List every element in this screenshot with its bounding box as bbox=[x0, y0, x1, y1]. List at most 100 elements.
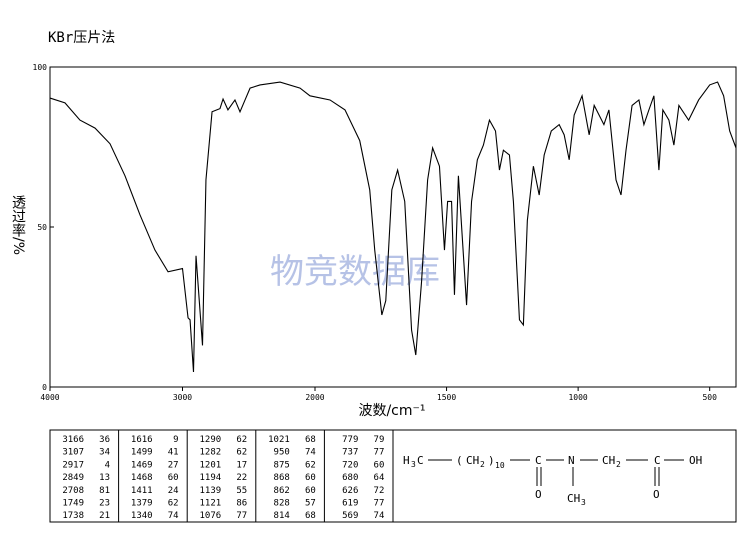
peak-wavenumber: 1340 bbox=[131, 511, 153, 521]
peak-wavenumber: 1076 bbox=[200, 511, 222, 521]
peak-wavenumber: 1194 bbox=[200, 473, 222, 483]
peak-wavenumber: 2849 bbox=[62, 473, 84, 483]
peak-transmittance: 23 bbox=[99, 499, 110, 509]
peak-transmittance: 17 bbox=[236, 460, 247, 470]
x-tick-label: 1500 bbox=[437, 393, 456, 402]
plot-frame bbox=[49, 66, 737, 388]
peak-wavenumber: 569 bbox=[342, 511, 358, 521]
subscript: 3 bbox=[581, 498, 586, 507]
subscript: 10 bbox=[495, 461, 505, 470]
peak-wavenumber: 1499 bbox=[131, 448, 153, 458]
peak-wavenumber: 950 bbox=[274, 448, 290, 458]
peak-wavenumber: 1411 bbox=[131, 486, 153, 496]
subscript: 2 bbox=[616, 460, 621, 469]
peak-transmittance: 68 bbox=[305, 511, 316, 521]
peak-wavenumber: 868 bbox=[274, 473, 290, 483]
peak-transmittance: 36 bbox=[99, 435, 110, 445]
x-tick-label: 4000 bbox=[40, 393, 59, 402]
peak-wavenumber: 2708 bbox=[62, 486, 84, 496]
peak-wavenumber: 779 bbox=[342, 435, 358, 445]
peak-transmittance: 72 bbox=[374, 486, 385, 496]
structure: H 3 C ( CH 2 ) 10 C N CH 2 C OH O CH 3 O bbox=[403, 454, 702, 507]
peak-transmittance: 4 bbox=[105, 460, 110, 470]
x-tick-label: 2000 bbox=[305, 393, 324, 402]
peak-transmittance: 77 bbox=[236, 511, 247, 521]
peak-transmittance: 62 bbox=[305, 460, 316, 470]
x-tick-label: 1000 bbox=[568, 393, 587, 402]
peak-wavenumber: 1021 bbox=[268, 435, 290, 445]
peak-transmittance: 77 bbox=[374, 499, 385, 509]
peak-transmittance: 68 bbox=[305, 435, 316, 445]
y-axis-label: 透过率/% bbox=[10, 195, 26, 255]
peak-wavenumber: 619 bbox=[342, 499, 358, 509]
peak-transmittance: 62 bbox=[236, 448, 247, 458]
peak-transmittance: 74 bbox=[168, 511, 179, 521]
atom: O bbox=[653, 488, 660, 501]
peak-transmittance: 86 bbox=[236, 499, 247, 509]
atom: N bbox=[568, 454, 575, 467]
atom: CH bbox=[602, 454, 615, 467]
chart-title: KBr压片法 bbox=[48, 30, 115, 46]
peak-wavenumber: 828 bbox=[274, 499, 290, 509]
peak-wavenumber: 1121 bbox=[200, 499, 222, 509]
peak-wavenumber: 814 bbox=[274, 511, 290, 521]
peak-wavenumber: 1749 bbox=[62, 499, 84, 509]
peak-wavenumber: 1290 bbox=[200, 435, 222, 445]
peak-transmittance: 55 bbox=[236, 486, 247, 496]
peak-transmittance: 13 bbox=[99, 473, 110, 483]
y-tick-label: 0 bbox=[42, 383, 47, 392]
y-tick-label: 100 bbox=[33, 63, 48, 72]
peak-wavenumber: 2917 bbox=[62, 460, 84, 470]
peak-transmittance: 24 bbox=[168, 486, 179, 496]
peak-transmittance: 27 bbox=[168, 460, 179, 470]
atom: CH bbox=[567, 492, 580, 505]
peak-wavenumber: 1738 bbox=[62, 511, 84, 521]
x-axis-label: 波数/cm⁻¹ bbox=[358, 403, 425, 419]
structure-bonds bbox=[428, 459, 684, 486]
atom: CH bbox=[466, 454, 479, 467]
watermark: 物竞数据库 bbox=[270, 252, 440, 292]
peak-wavenumber: 1468 bbox=[131, 473, 153, 483]
peak-transmittance: 57 bbox=[305, 499, 316, 509]
x-tick-label: 3000 bbox=[173, 393, 192, 402]
peak-wavenumber: 862 bbox=[274, 486, 290, 496]
peak-transmittance: 22 bbox=[236, 473, 247, 483]
subscript: 2 bbox=[480, 460, 485, 469]
peak-transmittance: 74 bbox=[305, 448, 316, 458]
atom: H bbox=[403, 454, 410, 467]
peak-wavenumber: 1139 bbox=[200, 486, 222, 496]
atom: C bbox=[654, 454, 661, 467]
peak-wavenumber: 1282 bbox=[200, 448, 222, 458]
peak-transmittance: 60 bbox=[305, 486, 316, 496]
peak-wavenumber: 1469 bbox=[131, 460, 153, 470]
peak-transmittance: 21 bbox=[99, 511, 110, 521]
peak-transmittance: 74 bbox=[374, 511, 385, 521]
atom: C bbox=[417, 454, 424, 467]
peak-wavenumber: 626 bbox=[342, 486, 358, 496]
atom: OH bbox=[689, 454, 702, 467]
peak-transmittance: 62 bbox=[168, 499, 179, 509]
peak-transmittance: 34 bbox=[99, 448, 110, 458]
peak-transmittance: 77 bbox=[374, 448, 385, 458]
peak-wavenumber: 737 bbox=[342, 448, 358, 458]
peak-wavenumber: 3107 bbox=[62, 448, 84, 458]
peak-transmittance: 9 bbox=[173, 435, 178, 445]
peak-transmittance: 64 bbox=[374, 473, 385, 483]
atom: O bbox=[535, 488, 542, 501]
peak-transmittance: 60 bbox=[374, 460, 385, 470]
spectrum-line bbox=[49, 81, 737, 372]
subscript: 3 bbox=[411, 460, 416, 469]
bracket: ) bbox=[488, 454, 495, 467]
peak-transmittance: 41 bbox=[168, 448, 179, 458]
peak-transmittance: 79 bbox=[374, 435, 385, 445]
peak-transmittance: 60 bbox=[168, 473, 179, 483]
peak-wavenumber: 1201 bbox=[200, 460, 222, 470]
peak-wavenumber: 1379 bbox=[131, 499, 153, 509]
peak-transmittance: 60 bbox=[305, 473, 316, 483]
peak-transmittance: 62 bbox=[236, 435, 247, 445]
peak-wavenumber: 1616 bbox=[131, 435, 153, 445]
atom: C bbox=[535, 454, 542, 467]
bracket: ( bbox=[456, 454, 463, 467]
